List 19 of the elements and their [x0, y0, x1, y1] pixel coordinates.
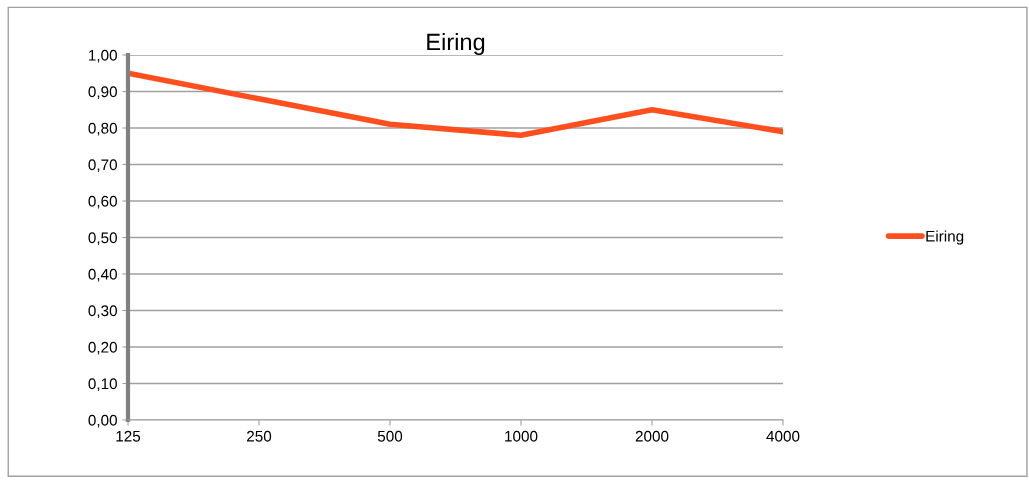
x-tick-label: 4000 [766, 430, 800, 442]
y-tick-label: 0,00 [88, 414, 117, 428]
x-tick-label: 250 [247, 430, 272, 442]
y-tick-label: 1,00 [89, 49, 117, 63]
y-tick-label: 0,60 [88, 195, 117, 209]
y-tick-label: 0,20 [88, 341, 117, 355]
y-tick-label: 0,80 [88, 122, 117, 136]
y-tick-label: 0,50 [88, 232, 117, 245]
x-tick-label: 125 [116, 430, 141, 442]
y-tick-label: 0,70 [88, 159, 117, 172]
legend-label: Eiring [926, 230, 964, 245]
y-tick-label: 0,90 [88, 86, 117, 99]
y-tick-label: 0,30 [88, 305, 117, 318]
x-tick-label: 1000 [505, 430, 538, 442]
y-tick-label: 0,40 [88, 268, 117, 282]
x-tick-label: 500 [377, 430, 403, 442]
x-tick-label: 2000 [635, 430, 669, 442]
y-tick-label: 0,10 [88, 378, 117, 391]
chart-title: Eiring [427, 32, 485, 55]
